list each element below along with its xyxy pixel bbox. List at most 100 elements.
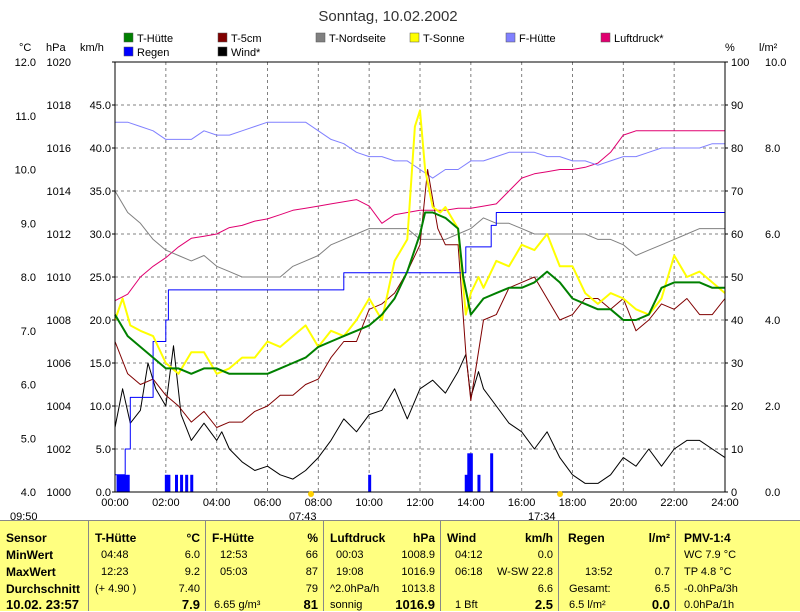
sensor-title: Sensor <box>6 531 47 545</box>
wind-tick-label: 35.0 <box>90 186 111 198</box>
f-huette-current: 81 <box>303 597 318 612</box>
right-axis-unit-percent: % <box>725 42 735 54</box>
sunrise-marker <box>308 491 314 497</box>
temp-tick-label: 11.0 <box>15 111 36 123</box>
wind-tick-label: 15.0 <box>90 358 111 370</box>
luftdruck-title: Luftdruck <box>330 531 386 545</box>
rain-tick-label: 8.0 <box>765 143 780 155</box>
plot-frame <box>114 61 726 493</box>
left-axis-unit-celsius: °C <box>19 42 31 54</box>
wind-tick-label: 45.0 <box>90 100 111 112</box>
rain-bar <box>126 474 130 492</box>
wind-current: 2.5 <box>534 597 553 612</box>
humidity-tick-label: 20 <box>731 401 743 413</box>
x-tick-label: 02:00 <box>152 497 180 509</box>
wind-tick-label: 0.0 <box>96 487 111 499</box>
f-huette-avg-val: 79 <box>305 583 318 595</box>
rain-tick-label: 10.0 <box>765 57 786 69</box>
chart-title: Sonntag, 10.02.2002 <box>318 8 457 25</box>
pressure-tick-label: 1004 <box>47 401 71 413</box>
pressure-tick-label: 1020 <box>47 57 71 69</box>
wind-avg-val: 6.6 <box>537 583 553 595</box>
wind-tick-label: 25.0 <box>90 272 111 284</box>
regen-title: Regen <box>568 531 605 545</box>
f-huette-min-val: 66 <box>305 549 318 561</box>
legend-swatch <box>123 46 134 57</box>
luftdruck-max-val: 1016.9 <box>401 566 435 578</box>
t-huette-unit: °C <box>186 531 200 545</box>
humidity-tick-label: 90 <box>731 100 743 112</box>
pressure-tick-label: 1008 <box>47 315 71 327</box>
rain-bar <box>464 474 468 492</box>
rain-bar <box>490 453 494 492</box>
regen-total-label: Gesamt: <box>569 583 611 595</box>
t-huette-min-val: 6.0 <box>184 549 200 561</box>
legend-swatch <box>315 32 326 43</box>
series-line-t-5cm <box>114 169 726 428</box>
pmv-windchill: WC 7.9 °C <box>684 549 737 561</box>
legend-swatch <box>505 32 516 43</box>
pmv-dewpoint: TP 4.8 °C <box>684 566 732 578</box>
humidity-tick-label: 100 <box>731 57 749 69</box>
wind-tick-label: 30.0 <box>90 229 111 241</box>
f-huette-title: F-Hütte <box>212 531 254 545</box>
temp-tick-label: 9.0 <box>21 218 36 230</box>
t-huette-min-time: 04:48 <box>101 549 129 561</box>
avg-label: Durchschnitt <box>6 582 81 596</box>
current-timestamp: 10.02. 23:57 <box>6 597 80 612</box>
series-line-luftdruck <box>114 130 725 302</box>
wind-tick-label: 40.0 <box>90 143 111 155</box>
temp-tick-label: 8.0 <box>21 272 36 284</box>
sunrise-label: 07:43 <box>289 511 317 520</box>
t-huette-max-time: 12:23 <box>101 566 129 578</box>
t-huette-avg-note: (+ 4.90 ) <box>95 583 137 595</box>
legend-label: T-5cm <box>231 33 262 45</box>
rain-bar <box>124 474 128 492</box>
statistics-panel: Sensor MinWert MaxWert Durchschnitt 10.0… <box>0 520 800 611</box>
regen-unit: l/m² <box>648 531 670 545</box>
series-line-t-nordseite <box>114 190 725 278</box>
sunset-label: 17:34 <box>528 511 556 520</box>
legend-label: T-Sonne <box>423 33 465 45</box>
rain-bars <box>116 453 494 492</box>
wind-max-val: W-SW 22.8 <box>496 566 553 578</box>
rain-bar <box>164 474 168 492</box>
rain-bar <box>190 474 194 492</box>
temp-tick-label: 10.0 <box>15 165 36 177</box>
x-tick-label: 14:00 <box>457 497 485 509</box>
rain-bar <box>467 453 471 492</box>
legend-swatch <box>217 32 228 43</box>
luftdruck-min-val: 1008.9 <box>401 549 435 561</box>
right-axis-unit-rain: l/m² <box>759 42 778 54</box>
min-label: MinWert <box>6 548 54 562</box>
f-huette-abs-humidity: 6.65 g/m³ <box>214 599 261 611</box>
rain-bar <box>121 474 125 492</box>
humidity-tick-label: 70 <box>731 186 743 198</box>
rain-tick-label: 6.0 <box>765 229 780 241</box>
pmv-trend-1h: 0.0hPa/1h <box>684 599 735 611</box>
time-left-label: 09:50 <box>10 511 38 520</box>
luftdruck-min-time: 00:03 <box>336 549 364 561</box>
luftdruck-current: 1016.9 <box>395 597 435 612</box>
x-tick-label: 06:00 <box>254 497 282 509</box>
legend-swatch <box>600 32 611 43</box>
pressure-tick-label: 1016 <box>47 143 71 155</box>
legend-swatch <box>217 46 228 57</box>
legend-label: F-Hütte <box>519 33 556 45</box>
luftdruck-avg-val: 1013.8 <box>401 583 435 595</box>
x-tick-label: 18:00 <box>559 497 587 509</box>
rain-tick-label: 4.0 <box>765 315 780 327</box>
pressure-tick-label: 1000 <box>47 487 71 499</box>
series-line-regen <box>115 212 725 476</box>
t-huette-title: T-Hütte <box>95 531 137 545</box>
series-line-wind <box>114 345 726 484</box>
pressure-tick-label: 1012 <box>47 229 71 241</box>
col-t-huette: T-Hütte °C 04:48 6.0 12:23 9.2 (+ 4.90 )… <box>88 521 206 611</box>
t-huette-current: 7.9 <box>181 597 200 612</box>
pressure-tick-label: 1018 <box>47 100 71 112</box>
pmv-title: PMV-1:4 <box>684 531 731 545</box>
t-huette-avg-val: 7.40 <box>178 583 200 595</box>
f-huette-unit: % <box>307 531 318 545</box>
regen-max-val: 0.7 <box>654 566 670 578</box>
wind-title: Wind <box>447 531 477 545</box>
